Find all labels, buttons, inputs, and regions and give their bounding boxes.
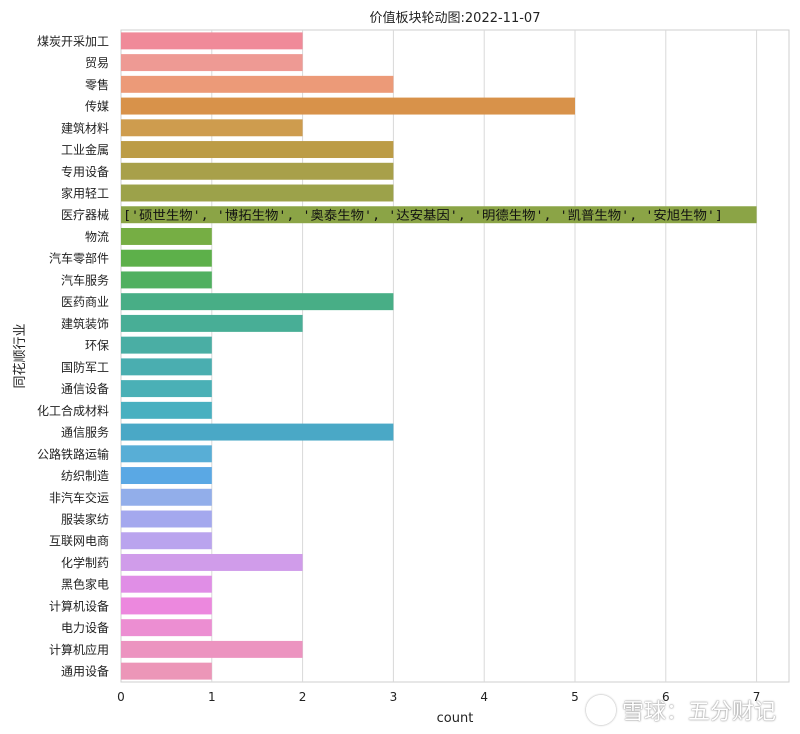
bar [121, 249, 212, 267]
category-label: 计算机设备 [49, 598, 109, 613]
x-tick-label: 1 [208, 690, 216, 704]
bar [121, 206, 757, 224]
category-label: 非汽车交运 [49, 490, 109, 505]
category-label: 建筑装饰 [61, 316, 109, 331]
category-label: 化工合成材料 [37, 403, 109, 418]
bar [121, 97, 575, 115]
category-label: 专用设备 [61, 164, 109, 179]
bar [121, 619, 212, 637]
bar [121, 314, 303, 332]
category-label: 家用轻工 [61, 186, 109, 201]
x-tick-label: 6 [662, 690, 670, 704]
y-axis-title: 同花顺行业 [12, 323, 28, 388]
bar [121, 380, 212, 398]
x-tick-label: 5 [571, 690, 579, 704]
bar [121, 227, 212, 245]
bar [121, 162, 394, 180]
category-labels: 煤炭开采加工贸易零售传媒建筑材料工业金属专用设备家用轻工医疗器械物流汽车零部件汽… [37, 34, 109, 678]
category-label: 环保 [85, 339, 109, 353]
x-tick-label: 3 [390, 690, 398, 704]
category-label: 国防军工 [61, 359, 109, 374]
chart-title: 价值板块轮动图:2022-11-07 [370, 10, 541, 26]
x-axis-title: count [437, 711, 474, 726]
bar [121, 141, 394, 159]
category-label: 互联网电商 [49, 533, 109, 548]
category-label: 服装家纺 [61, 512, 109, 527]
bar [121, 336, 212, 354]
bar [121, 358, 212, 376]
x-tick-labels: 0 1 2 3 4 5 6 7 [117, 690, 760, 704]
category-label: 物流 [85, 230, 109, 244]
bars [121, 32, 757, 680]
category-label: 医疗器械 [61, 207, 109, 222]
bar [121, 32, 303, 50]
category-label: 汽车服务 [61, 272, 109, 287]
plot-area [120, 29, 790, 683]
x-tick-label: 4 [480, 690, 488, 704]
category-label: 公路铁路运输 [37, 446, 109, 461]
category-label: 煤炭开采加工 [37, 34, 109, 48]
category-label: 电力设备 [61, 621, 109, 635]
bar [121, 119, 303, 137]
bar [121, 75, 394, 93]
bar [121, 510, 212, 528]
category-label: 工业金属 [61, 142, 109, 157]
category-label: 零售 [85, 77, 109, 92]
category-label: 医药商业 [61, 294, 109, 309]
x-tick-label: 2 [299, 690, 307, 704]
bar [121, 640, 303, 658]
watermark: 雪球：五分财记 [585, 694, 776, 726]
bar [121, 54, 303, 72]
snowball-logo-icon [585, 695, 616, 725]
category-label: 建筑材料 [61, 120, 109, 135]
bar [121, 532, 212, 550]
category-label: 计算机应用 [49, 642, 109, 657]
bar [121, 575, 212, 593]
grid-lines [211, 30, 758, 682]
bar [121, 293, 394, 311]
category-label: 通用设备 [61, 665, 109, 679]
x-tick-label: 0 [117, 690, 125, 704]
category-label: 化学制药 [61, 555, 109, 570]
annotation-label: ['硕世生物', '博拓生物', '奥泰生物', '达安基因', '明德生物',… [123, 208, 723, 223]
bar [121, 488, 212, 506]
bar [121, 423, 394, 441]
category-label: 通信服务 [61, 425, 109, 440]
category-label: 黑色家电 [61, 577, 109, 592]
category-label: 汽车零部件 [49, 251, 109, 266]
watermark-text: 雪球：五分财记 [621, 700, 776, 725]
bar [121, 445, 212, 463]
bar [121, 401, 212, 419]
bar [121, 467, 212, 485]
category-label: 传媒 [85, 99, 109, 114]
category-label: 通信设备 [61, 382, 109, 396]
bar [121, 597, 212, 615]
category-label: 贸易 [85, 56, 109, 70]
x-tick-label: 7 [753, 690, 761, 704]
bar [121, 271, 212, 289]
category-label: 纺织制造 [61, 469, 109, 483]
bar [121, 184, 394, 202]
bar [121, 662, 212, 680]
bar [121, 553, 303, 571]
